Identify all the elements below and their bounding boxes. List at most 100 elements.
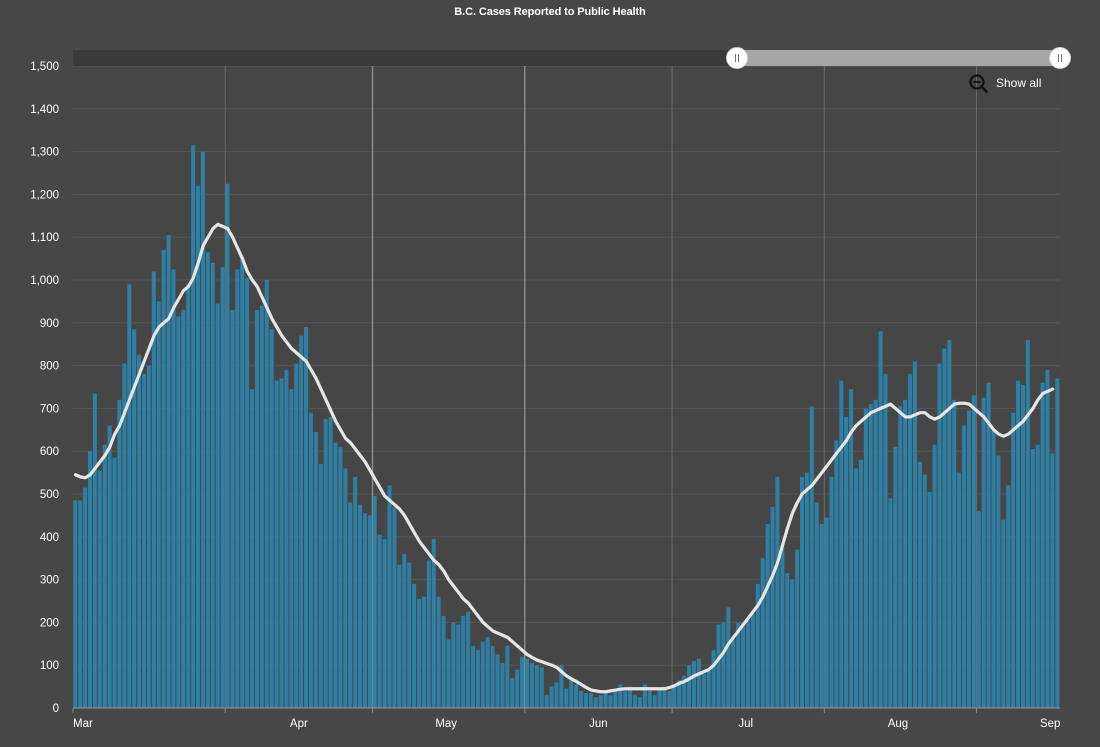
bar <box>981 397 986 708</box>
bar <box>996 455 1001 708</box>
bar <box>412 583 417 708</box>
bar <box>264 280 269 708</box>
bar <box>868 404 873 708</box>
bar <box>358 504 363 708</box>
bar <box>294 363 299 708</box>
bar <box>544 695 549 708</box>
bar <box>829 476 834 708</box>
bar <box>687 665 692 708</box>
slider-end-handle[interactable] <box>1049 47 1071 69</box>
bar <box>245 277 250 708</box>
bar <box>750 613 755 708</box>
bar <box>323 419 328 708</box>
bar <box>78 500 83 708</box>
bar <box>795 549 800 708</box>
y-tick-label: 1,200 <box>30 189 59 201</box>
bar <box>269 329 274 708</box>
bar <box>441 615 446 708</box>
bar <box>804 472 809 708</box>
bar <box>962 425 967 708</box>
bar <box>534 665 539 708</box>
bar <box>377 534 382 708</box>
bar <box>122 363 127 708</box>
bar <box>1050 453 1055 708</box>
show-all-button[interactable]: Show all <box>968 73 1041 93</box>
bar <box>1030 449 1035 708</box>
show-all-label: Show all <box>996 76 1042 90</box>
bar <box>1006 485 1011 708</box>
bar <box>254 309 259 708</box>
x-tick-label: Sep <box>1040 718 1060 730</box>
bar <box>470 645 476 708</box>
bar <box>210 262 215 708</box>
bar <box>991 429 996 708</box>
bar <box>304 327 309 708</box>
y-tick-label: 100 <box>40 660 59 672</box>
bar <box>367 515 372 708</box>
bar <box>721 622 726 708</box>
y-tick-label: 0 <box>53 703 59 715</box>
average-line <box>73 222 1055 694</box>
bar <box>711 650 716 708</box>
bar <box>475 650 480 708</box>
bar <box>156 301 161 708</box>
bar <box>230 309 235 708</box>
bar <box>274 380 279 708</box>
bar <box>908 374 913 708</box>
bar <box>451 622 456 708</box>
bar <box>785 573 790 708</box>
bar <box>947 339 952 708</box>
bar <box>696 658 701 708</box>
slider-start-handle[interactable] <box>726 47 748 69</box>
bar <box>505 645 510 708</box>
x-tick-label: Jun <box>589 718 608 730</box>
bar <box>299 335 304 708</box>
bar <box>137 354 142 708</box>
bar <box>83 487 88 708</box>
bar <box>343 468 348 708</box>
bar <box>102 444 107 708</box>
bar <box>333 442 338 708</box>
bar <box>1025 339 1030 708</box>
bar <box>618 684 623 708</box>
x-tick-label: Aug <box>888 718 908 730</box>
y-tick-label: 500 <box>40 489 59 501</box>
bar <box>372 496 377 708</box>
bar <box>328 416 333 708</box>
bar <box>127 284 132 708</box>
bar <box>986 382 991 708</box>
bar <box>107 425 112 708</box>
bar <box>652 695 657 708</box>
bar <box>392 506 397 708</box>
bar <box>917 461 922 708</box>
bar <box>878 331 883 708</box>
bar <box>760 558 765 708</box>
bar <box>146 365 151 708</box>
bar <box>912 361 917 708</box>
bar <box>579 690 584 708</box>
bar <box>824 517 829 708</box>
bar <box>1016 380 1021 708</box>
bar <box>554 682 559 708</box>
bar <box>436 596 441 708</box>
bar <box>1035 444 1040 708</box>
bar <box>564 688 569 708</box>
bar <box>745 620 750 708</box>
bar <box>250 389 255 708</box>
bar <box>141 374 147 708</box>
bar <box>623 690 628 708</box>
y-tick-label: 1,500 <box>30 61 59 73</box>
bar <box>529 663 534 708</box>
bar <box>588 693 593 708</box>
bar <box>353 476 358 708</box>
bar <box>952 399 957 708</box>
bar <box>525 658 530 708</box>
bar <box>971 395 976 708</box>
bar <box>161 250 166 709</box>
x-tick-label: Mar <box>73 718 93 730</box>
bar <box>682 675 687 708</box>
bar <box>701 673 706 708</box>
x-tick-label: May <box>435 718 457 730</box>
bar <box>382 538 387 708</box>
